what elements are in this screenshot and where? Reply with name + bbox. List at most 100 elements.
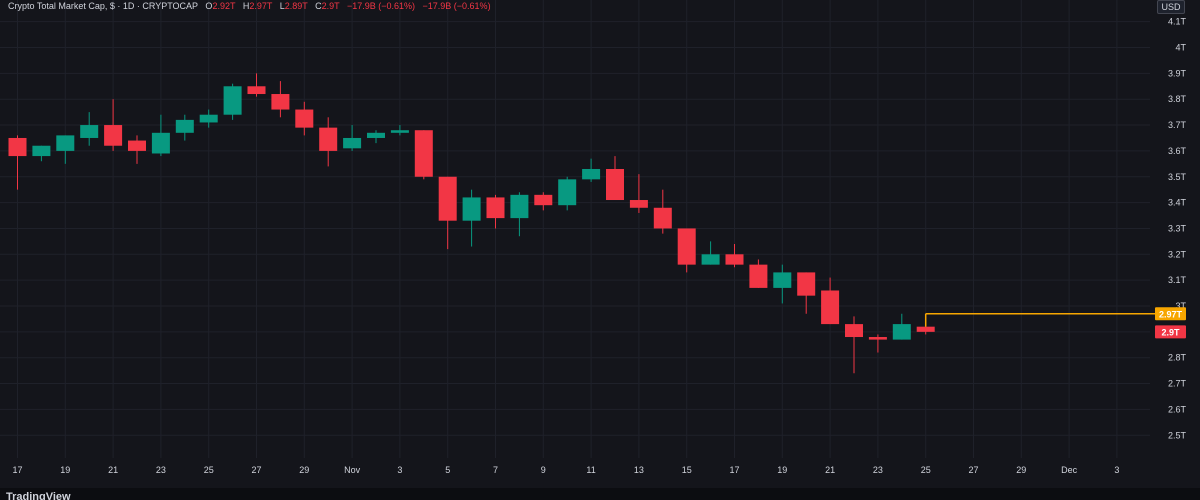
candle-body — [725, 254, 744, 265]
x-tick-label: 13 — [634, 465, 644, 475]
open-label: O — [205, 1, 213, 11]
candle-body — [868, 337, 887, 340]
candle-body — [151, 132, 170, 154]
y-tick-label: 3.6T — [1168, 146, 1187, 156]
candle-body — [653, 207, 672, 229]
y-tick-label: 2.8T — [1168, 353, 1187, 363]
close-label: C — [315, 1, 322, 11]
grid — [0, 0, 1150, 458]
candle-body — [534, 194, 553, 206]
high-price-line — [924, 313, 1156, 327]
low-value: 2.89T — [284, 1, 308, 11]
y-tick-label: 3.7T — [1168, 120, 1187, 130]
candle-body — [629, 200, 648, 208]
x-tick-label: Nov — [344, 465, 361, 475]
y-tick-label: 3.5T — [1168, 172, 1187, 182]
x-tick-label: 7 — [493, 465, 498, 475]
candle-body — [797, 272, 816, 296]
high-label: H — [242, 1, 250, 11]
x-tick-label: 27 — [968, 465, 978, 475]
candle-body — [916, 326, 935, 332]
high-price-badge: 2.97T — [1159, 309, 1183, 319]
x-tick-label: 15 — [682, 465, 692, 475]
symbol-title: Crypto Total Market Cap, $ · 1D · CRYPTO… — [8, 1, 198, 11]
open-value: 2.92T — [212, 1, 236, 11]
candle-body — [438, 176, 457, 221]
candle-body — [319, 127, 338, 151]
x-tick-label: 25 — [204, 465, 214, 475]
candle-body — [271, 94, 290, 110]
candle-body — [558, 179, 577, 206]
y-tick-label: 4.1T — [1168, 17, 1187, 27]
y-tick-label: 4T — [1175, 43, 1186, 53]
y-tick-label: 3.8T — [1168, 94, 1187, 104]
y-tick-label: 3.3T — [1168, 223, 1187, 233]
y-tick-label: 3.1T — [1168, 275, 1187, 285]
candle-body — [773, 272, 792, 288]
y-tick-label: 3T — [1175, 301, 1186, 311]
tradingview-logo: TradingView — [6, 491, 71, 500]
y-tick-label: 2.6T — [1168, 404, 1187, 414]
currency-button[interactable]: USD — [1157, 0, 1185, 14]
candle-body — [462, 197, 481, 221]
close-value: 2.9T — [321, 1, 340, 11]
candle-body — [199, 114, 218, 123]
candle-body — [247, 86, 266, 95]
x-tick-label: 11 — [586, 465, 595, 475]
x-tick-label: 23 — [873, 465, 883, 475]
candle-body — [606, 168, 624, 201]
candle-body — [223, 86, 242, 115]
x-tick-label: 21 — [825, 465, 835, 475]
x-tick-label: 25 — [921, 465, 931, 475]
chart-legend: Crypto Total Market Cap, $ · 1D · CRYPTO… — [8, 1, 491, 11]
candle-body — [486, 197, 505, 219]
candle-body — [295, 109, 314, 128]
x-tick-label: 9 — [541, 465, 546, 475]
candle-body — [32, 145, 51, 157]
x-tick-label: 27 — [251, 465, 261, 475]
candle-body — [414, 130, 433, 177]
x-tick-label: 19 — [777, 465, 787, 475]
candle-body — [104, 125, 123, 146]
candle-body — [749, 264, 768, 288]
x-tick-label: 21 — [108, 465, 118, 475]
x-tick-label: 3 — [397, 465, 402, 475]
high-value: 2.97T — [249, 1, 273, 11]
y-tick-label: 2.5T — [1168, 430, 1187, 440]
x-tick-label: 29 — [299, 465, 309, 475]
candle-body — [390, 130, 409, 133]
y-tick-label: 3.2T — [1168, 249, 1187, 259]
change-value-2: −17.9B (−0.61%) — [422, 1, 491, 11]
candle-body — [367, 132, 385, 138]
candle-body — [677, 228, 696, 265]
x-tick-label: 17 — [12, 465, 22, 475]
price-axis[interactable]: 2.5T 2.6T 2.7T 2.8T 2.9T 3T 3.1T 3.2T 3.3T 3.4T 3.… — [1155, 17, 1186, 441]
candle-body — [343, 137, 362, 149]
candle-body — [845, 324, 863, 338]
y-tick-label: 3.9T — [1168, 68, 1187, 78]
x-tick-label: 29 — [1016, 465, 1026, 475]
candle-body — [582, 168, 601, 180]
candle-body — [128, 140, 146, 151]
x-tick-label: 3 — [1114, 465, 1119, 475]
footer-bar: TradingView — [0, 488, 1200, 500]
candles — [8, 73, 935, 374]
candle-body — [56, 135, 75, 151]
last-price-badge: 2.9T — [1161, 327, 1180, 337]
candle-body — [701, 254, 720, 265]
time-axis[interactable]: 17 19 21 23 25 27 29 Nov 3 5 7 9 11 13 15 17 19 21 23 25 27 2… — [12, 465, 1119, 475]
change-value: −17.9B (−0.61%) — [346, 1, 415, 11]
y-tick-label: 2.7T — [1168, 379, 1187, 389]
candle-body — [821, 290, 840, 325]
x-tick-label: 5 — [445, 465, 450, 475]
x-tick-label: 19 — [60, 465, 70, 475]
candle-body — [8, 137, 27, 157]
x-tick-label: 17 — [729, 465, 739, 475]
x-tick-label: 23 — [156, 465, 166, 475]
last-price-badge-bg — [1155, 325, 1186, 339]
y-tick-label: 3.4T — [1168, 198, 1187, 208]
candle-body — [510, 194, 529, 219]
candle-body — [892, 324, 911, 340]
